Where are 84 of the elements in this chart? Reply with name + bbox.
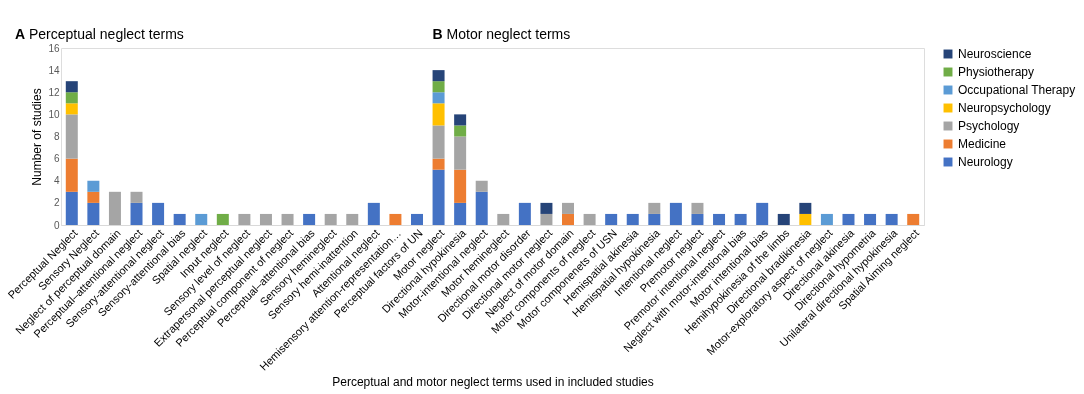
bar — [691, 213, 704, 225]
legend-label: Neuropsychology — [958, 101, 1051, 115]
bar — [777, 213, 790, 225]
bar — [454, 136, 467, 170]
bar — [173, 213, 186, 225]
bar — [842, 213, 855, 225]
bar — [65, 158, 78, 192]
bar — [216, 213, 229, 225]
bar — [454, 114, 467, 126]
bar — [799, 213, 812, 225]
bar — [432, 70, 445, 82]
legend-label: Physiotherapy — [958, 65, 1035, 79]
bar — [87, 191, 100, 203]
bar — [65, 191, 78, 225]
bar — [799, 202, 812, 214]
x-axis-title: Perceptual and motor neglect terms used in included studies — [332, 374, 654, 389]
bar — [432, 158, 445, 170]
bar — [281, 213, 294, 225]
bar — [540, 202, 553, 214]
y-tick-label: 14 — [48, 64, 60, 76]
bar — [65, 114, 78, 159]
bar — [432, 125, 445, 159]
text: A Perceptual neglect terms — [15, 26, 184, 42]
bar — [65, 103, 78, 115]
bar — [259, 213, 272, 225]
bar — [130, 202, 143, 225]
bar — [410, 213, 423, 225]
bar — [475, 180, 488, 192]
bar — [454, 169, 467, 203]
bar — [734, 213, 747, 225]
bar — [497, 213, 510, 225]
y-tick-label: 8 — [53, 131, 60, 142]
y-tick-label: 0 — [53, 219, 60, 231]
bar — [152, 202, 165, 225]
bar — [367, 202, 380, 225]
bar — [389, 213, 402, 225]
bar — [454, 202, 467, 225]
bar — [65, 81, 78, 93]
bar — [346, 213, 359, 225]
bar — [454, 125, 467, 137]
y-tick-label: 2 — [53, 197, 60, 209]
y-tick-label: 16 — [48, 42, 60, 54]
bar — [885, 213, 898, 225]
bar — [432, 103, 445, 126]
bar — [713, 213, 726, 225]
y-tick-label: 6 — [53, 153, 60, 165]
bar — [820, 213, 833, 225]
bar — [605, 213, 618, 225]
legend-label: Medicine — [958, 137, 1007, 151]
bar — [864, 213, 877, 225]
bar — [907, 213, 920, 225]
bar — [648, 202, 661, 214]
bar — [562, 202, 575, 214]
legend-label: Neurology — [958, 155, 1013, 169]
y-tick-label: 4 — [53, 175, 60, 187]
bar — [475, 191, 488, 225]
y-axis-title: Number of studies — [30, 88, 45, 186]
bar — [324, 213, 337, 225]
bar — [432, 81, 445, 93]
bar — [648, 213, 661, 225]
bar — [87, 180, 100, 192]
y-tick-label: 12 — [48, 86, 60, 98]
bar — [238, 213, 251, 225]
legend-label: Psychology — [958, 119, 1020, 133]
bar — [195, 213, 208, 225]
bar — [583, 213, 596, 225]
bar — [432, 92, 445, 104]
bar — [518, 202, 531, 225]
bar — [540, 213, 553, 225]
bar — [108, 191, 121, 225]
legend-label: Neuroscience — [958, 47, 1032, 61]
text: B Motor neglect terms — [432, 26, 571, 42]
bar — [65, 92, 78, 104]
bar — [303, 213, 316, 225]
bar — [756, 202, 769, 225]
legend-label: Occupational Therapy — [958, 83, 1076, 97]
bar — [130, 191, 143, 203]
bar — [87, 202, 100, 225]
bar — [432, 169, 445, 225]
bar — [562, 213, 575, 225]
bar — [669, 202, 682, 225]
bar — [626, 213, 639, 225]
y-tick-label: 10 — [48, 108, 60, 120]
bar — [691, 202, 704, 214]
